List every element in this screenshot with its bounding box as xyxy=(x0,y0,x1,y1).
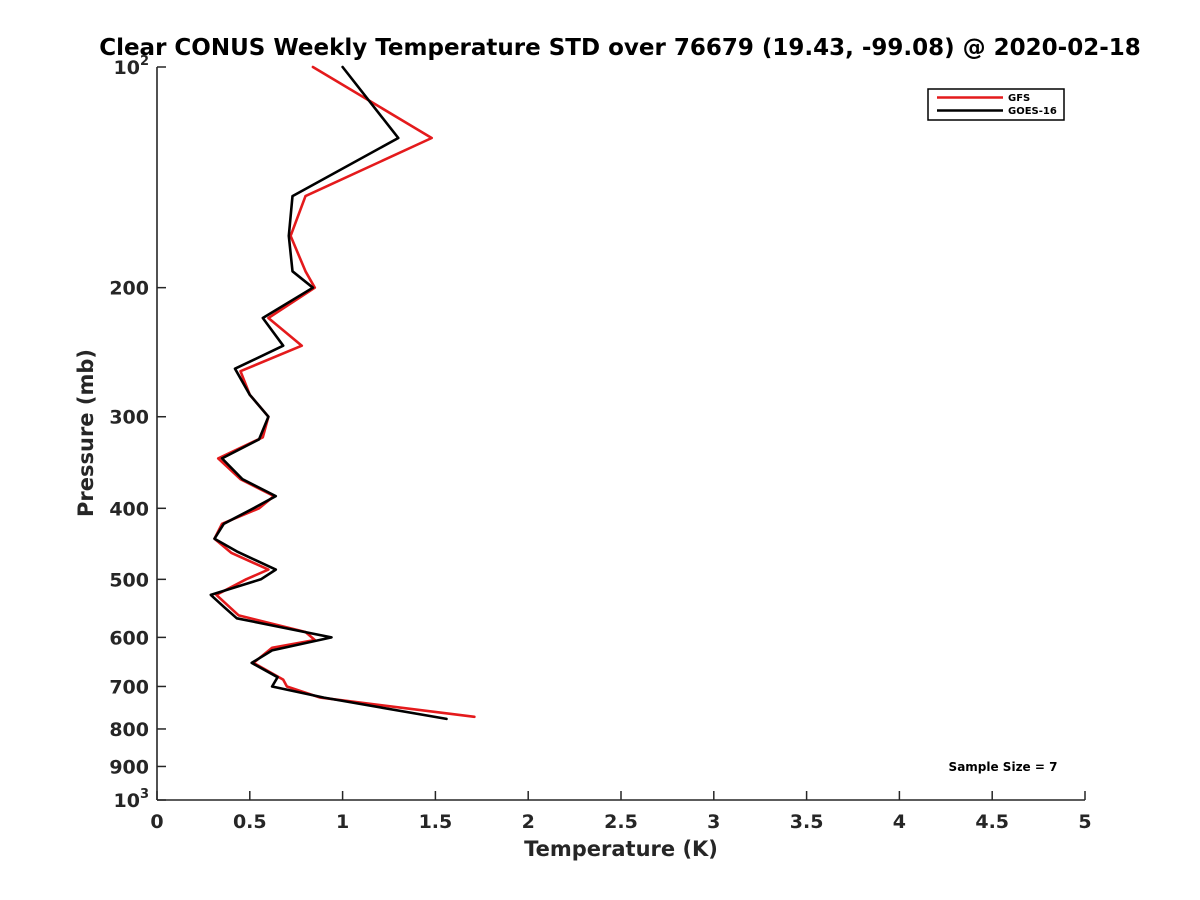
legend-label-goes16: GOES-16 xyxy=(1008,106,1057,117)
x-axis-label: Temperature (K) xyxy=(524,837,718,861)
x-tick-label: 0.5 xyxy=(233,811,267,833)
x-tick-label: 1.5 xyxy=(419,811,453,833)
x-tick-label: 3.5 xyxy=(790,811,824,833)
series-group xyxy=(209,65,476,721)
legend-label-gfs: GFS xyxy=(1008,93,1030,104)
y-tick-label: 700 xyxy=(109,676,149,698)
x-tick-label: 4 xyxy=(893,811,906,833)
x-ticks: 0 0.5 1 1.5 2 2.5 3 3.5 4 4.5 5 xyxy=(150,791,1092,833)
y-axis-label: Pressure (mb) xyxy=(74,349,98,517)
sample-size-annotation: Sample Size = 7 xyxy=(949,760,1058,774)
x-tick-label: 4.5 xyxy=(975,811,1009,833)
legend-box xyxy=(927,88,1065,121)
x-tick-label: 2.5 xyxy=(604,811,638,833)
y-tick-label: 400 xyxy=(109,498,149,520)
x-tick-label: 1 xyxy=(336,811,349,833)
y-tick-label: 900 xyxy=(109,756,149,778)
y-tick-label: 300 xyxy=(109,407,149,429)
chart-title: Clear CONUS Weekly Temperature STD over … xyxy=(99,35,1141,61)
series-line-gfs xyxy=(213,65,476,719)
legend: GFS GOES-16 xyxy=(927,88,1065,121)
y-tick-label: 500 xyxy=(109,569,149,591)
x-tick-label: 2 xyxy=(522,811,535,833)
y-tick-label: 600 xyxy=(109,627,149,649)
y-tick-label: 102 xyxy=(114,54,150,79)
y-tick-label: 200 xyxy=(109,278,149,300)
series-line-goes16 xyxy=(209,65,448,721)
x-tick-label: 0 xyxy=(150,811,163,833)
y-tick-label: 800 xyxy=(109,719,149,741)
x-tick-label: 5 xyxy=(1078,811,1091,833)
x-tick-label: 3 xyxy=(707,811,720,833)
y-ticks: 102 200 300 400 500 600 700 800 900 103 xyxy=(109,54,166,812)
y-tick-label: 103 xyxy=(114,787,150,812)
